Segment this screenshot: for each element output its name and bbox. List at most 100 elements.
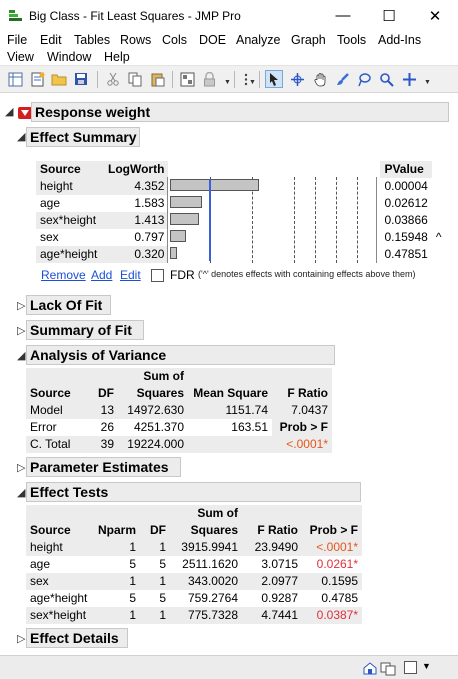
col-source[interactable]: Source <box>26 368 90 402</box>
table-row[interactable]: age*height 5 5 759.2764 0.9287 0.4785 <box>26 590 363 607</box>
disclosure-closed-icon[interactable]: ▷ <box>17 462 26 474</box>
more-tools-icon[interactable] <box>237 70 255 88</box>
table-row[interactable]: sex*height 1.413 0.03866 <box>36 212 446 229</box>
col-mean-square[interactable]: Mean Square <box>188 368 272 402</box>
minimize-button[interactable]: — <box>335 7 351 24</box>
col-prob-f[interactable]: Prob > F <box>302 505 363 539</box>
col-pvalue[interactable]: PValue <box>380 161 432 178</box>
disclosure-open-icon[interactable]: ◢ <box>5 106 14 118</box>
table-row[interactable]: age 1.583 0.02612 <box>36 195 446 212</box>
chevron-down-icon[interactable]: ▼ <box>249 79 256 86</box>
menu-analyze[interactable]: Analyze <box>236 33 281 47</box>
test-nparm: 1 <box>94 539 141 556</box>
analysis-of-variance-outline[interactable]: Analysis of Variance <box>26 345 335 365</box>
menu-help[interactable]: Help <box>104 50 130 64</box>
effect-tests-outline[interactable]: Effect Tests <box>26 482 361 502</box>
new-data-table-icon[interactable] <box>6 70 24 88</box>
menu-graph[interactable]: Graph <box>291 33 326 47</box>
menu-tables[interactable]: Tables <box>74 33 111 47</box>
magnifier-icon[interactable] <box>377 70 395 88</box>
response-outline[interactable]: Response weight <box>31 102 449 122</box>
col-source[interactable]: Source <box>26 505 94 539</box>
col-ss-bottom[interactable]: Squares <box>170 522 243 539</box>
edit-link[interactable]: Edit <box>120 268 141 282</box>
test-f: 3.0715 <box>242 556 303 573</box>
disclosure-open-icon[interactable]: ◢ <box>17 487 26 499</box>
table-row[interactable]: C. Total 39 19224.000 <.0001* <box>26 436 332 453</box>
disclosure-closed-icon[interactable]: ▷ <box>17 300 26 312</box>
lasso-icon[interactable] <box>355 70 373 88</box>
lack-of-fit-outline[interactable]: Lack Of Fit <box>26 295 111 315</box>
open-folder-icon[interactable] <box>50 70 68 88</box>
col-f-ratio[interactable]: F Ratio <box>242 505 303 539</box>
col-df[interactable]: DF <box>90 368 118 402</box>
col-bar <box>168 161 381 178</box>
table-row[interactable]: sex 1 1 343.0020 2.0977 0.1595 <box>26 573 363 590</box>
table-row[interactable]: height 1 1 3915.9941 23.9490 <.0001* <box>26 539 363 556</box>
disclosure-open-icon[interactable]: ◢ <box>17 350 26 362</box>
crosshair-icon[interactable] <box>288 70 306 88</box>
col-nparm[interactable]: Nparm <box>94 505 141 539</box>
anova-ms: 1151.74 <box>188 402 272 419</box>
arrow-pointer-icon[interactable] <box>265 70 283 88</box>
red-triangle-menu-icon[interactable] <box>18 107 32 119</box>
table-row[interactable]: sex 0.797 0.15948 ^ <box>36 229 446 246</box>
menu-add-ins[interactable]: Add-Ins <box>378 33 422 47</box>
col-logworth[interactable]: LogWorth <box>104 161 169 178</box>
chevron-down-icon[interactable]: ▼ <box>224 79 231 86</box>
table-row[interactable]: age 5 5 2511.1620 3.0715 0.0261* <box>26 556 363 573</box>
menu-cols[interactable]: Cols <box>162 33 188 47</box>
col-ss-top[interactable]: Sum of <box>170 505 243 522</box>
brush-icon[interactable] <box>333 70 351 88</box>
menu-file[interactable]: File <box>7 33 28 47</box>
copy-icon[interactable] <box>126 70 144 88</box>
effect-source: sex*height <box>36 212 104 229</box>
menu-rows[interactable]: Rows <box>120 33 152 47</box>
paste-icon[interactable] <box>148 70 166 88</box>
disclosure-open-icon[interactable]: ◢ <box>17 131 26 143</box>
hand-grabber-icon[interactable] <box>311 70 329 88</box>
home-window-icon[interactable] <box>362 660 378 676</box>
layout-icon[interactable] <box>178 70 196 88</box>
new-script-icon[interactable] <box>28 70 46 88</box>
cut-icon[interactable] <box>104 70 122 88</box>
anova-prob-label: Prob > F <box>272 419 332 436</box>
effect-details-outline[interactable]: Effect Details <box>26 628 128 648</box>
add-link[interactable]: Add <box>91 268 113 282</box>
col-f-ratio[interactable]: F Ratio <box>272 368 332 402</box>
window-checkbox[interactable] <box>404 661 417 674</box>
col-source[interactable]: Source <box>36 161 104 178</box>
anova-source: Error <box>26 419 90 436</box>
window-list-icon[interactable] <box>380 660 396 676</box>
menu-doe[interactable]: DOE <box>199 33 227 47</box>
disclosure-closed-icon[interactable]: ▷ <box>17 633 26 645</box>
save-icon[interactable] <box>72 70 90 88</box>
menu-tools[interactable]: Tools <box>337 33 367 47</box>
remove-link[interactable]: Remove <box>41 268 86 282</box>
table-row[interactable]: Model 13 14972.630 1151.74 7.0437 <box>26 402 332 419</box>
containing-effects-note: ('^' denotes effects with containing eff… <box>198 269 416 279</box>
chevron-down-icon[interactable]: ▼ <box>424 79 431 86</box>
effect-summary-outline[interactable]: Effect Summary <box>26 127 140 147</box>
effect-source: age*height <box>36 246 104 263</box>
col-df[interactable]: DF <box>140 505 171 539</box>
col-ss-bottom[interactable]: Squares <box>118 385 188 402</box>
maximize-button[interactable]: ☐ <box>382 7 396 25</box>
menu-view[interactable]: View <box>7 50 34 64</box>
plus-icon[interactable] <box>400 70 418 88</box>
test-nparm: 5 <box>94 556 141 573</box>
menu-edit[interactable]: Edit <box>40 33 62 47</box>
lock-icon[interactable] <box>200 70 218 88</box>
close-button[interactable]: ✕ <box>428 7 442 25</box>
col-ss-top[interactable]: Sum of <box>118 368 188 385</box>
effect-tests-table: Source Nparm DF Sum of F Ratio Prob > F … <box>26 505 363 624</box>
table-row[interactable]: sex*height 1 1 775.7328 4.7441 0.0387* <box>26 607 363 624</box>
menu-window[interactable]: Window <box>47 50 92 64</box>
summary-of-fit-outline[interactable]: Summary of Fit <box>26 320 144 340</box>
fdr-checkbox[interactable] <box>151 269 164 282</box>
chevron-down-icon[interactable]: ▼ <box>422 661 431 671</box>
table-row[interactable]: age*height 0.320 0.47851 <box>36 246 446 263</box>
table-row[interactable]: Error 26 4251.370 163.51 Prob > F <box>26 419 332 436</box>
parameter-estimates-outline[interactable]: Parameter Estimates <box>26 457 181 477</box>
disclosure-closed-icon[interactable]: ▷ <box>17 325 26 337</box>
